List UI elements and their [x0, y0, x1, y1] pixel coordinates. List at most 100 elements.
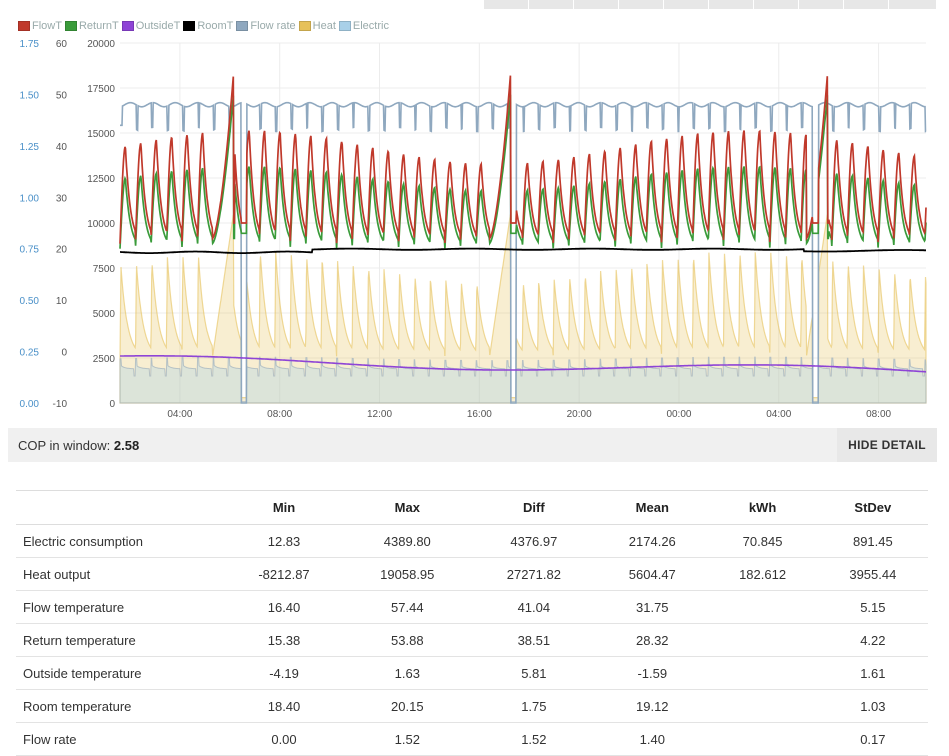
- table-row: Flow temperature 16.40 57.44 41.04 31.75 5.15: [16, 590, 928, 624]
- row-label: Heat output: [16, 557, 224, 591]
- toolbar-button[interactable]: [889, 0, 937, 9]
- header-diff: Diff: [470, 490, 598, 525]
- flow-rate-tick-label: 0.50: [20, 296, 40, 307]
- flow-rate-tick-label: 0.75: [20, 245, 40, 256]
- table-row: Heat output -8212.87 19058.95 27271.82 5604.…: [16, 557, 928, 591]
- toolbar-button[interactable]: [619, 0, 664, 9]
- series-flowt: [119, 75, 927, 244]
- cell-diff: 1.75: [470, 689, 598, 723]
- cell-mean: 5604.47: [597, 557, 708, 591]
- legend-item[interactable]: FlowT: [18, 20, 62, 32]
- cell-mean: 31.75: [597, 590, 708, 624]
- legend-item[interactable]: Flow rate: [236, 20, 296, 32]
- cell-kwh: [707, 590, 818, 624]
- power-tick-label: 12500: [87, 174, 115, 185]
- table-row: Return temperature 15.38 53.88 38.51 28.32 4.…: [16, 623, 928, 657]
- flow-rate-tick-label: 0.25: [20, 348, 40, 359]
- header-min: Min: [224, 490, 345, 525]
- legend-label: RoomT: [197, 20, 234, 32]
- power-tick-label: 2500: [93, 354, 116, 365]
- series-roomt: [120, 247, 926, 254]
- cell-mean: -1.59: [597, 656, 708, 690]
- top-toolbar: [0, 0, 949, 9]
- legend-label: Electric: [352, 20, 389, 32]
- cell-max: 53.88: [344, 623, 471, 657]
- cell-min: -8212.87: [224, 557, 345, 591]
- cell-max: 4389.80: [344, 524, 471, 558]
- temperature-tick-label: 10: [56, 296, 68, 307]
- power-tick-label: 10000: [87, 219, 115, 230]
- cell-min: 18.40: [224, 689, 345, 723]
- cell-diff: 41.04: [470, 590, 598, 624]
- cell-mean: 28.32: [597, 623, 708, 657]
- header-kwh: kWh: [707, 490, 818, 525]
- legend-item[interactable]: ReturnT: [64, 20, 119, 32]
- toolbar-button[interactable]: [844, 0, 889, 9]
- flow-rate-tick-label: 1.00: [20, 193, 40, 204]
- power-tick-label: 7500: [93, 264, 116, 275]
- toolbar-button[interactable]: [484, 0, 529, 9]
- cop-value: 2.58: [113, 438, 140, 453]
- toolbar-button[interactable]: [664, 0, 709, 9]
- legend-swatch: [298, 21, 311, 31]
- cop-window: COP in window: 2.58: [18, 438, 139, 453]
- cell-diff: 4376.97: [470, 524, 598, 558]
- cop-label: COP in window:: [18, 438, 111, 453]
- flow-rate-tick-label: 1.75: [20, 39, 40, 50]
- legend-item[interactable]: OutsideT: [121, 20, 180, 32]
- cell-stdev: 1.61: [817, 656, 928, 690]
- header-max: Max: [344, 490, 471, 525]
- flow-rate-tick-label: 0.00: [20, 399, 40, 410]
- flow-rate-tick-label: 1.25: [20, 142, 40, 153]
- legend-label: ReturnT: [78, 20, 119, 32]
- legend-item[interactable]: Electric: [338, 20, 389, 32]
- row-label: Room temperature: [16, 689, 224, 723]
- timeseries-chart[interactable]: 0.00 0.25 0.50 0.75 1.00 1.25 1.50 1.75 -10 0 10 20…: [8, 16, 937, 428]
- x-tick-label: 16:00: [467, 409, 492, 420]
- cell-mean: 1.40: [597, 722, 708, 756]
- toolbar-button[interactable]: [529, 0, 574, 9]
- toolbar-button[interactable]: [574, 0, 619, 9]
- cell-max: 19058.95: [344, 557, 471, 591]
- stats-header-row: Min Max Diff Mean kWh StDev: [16, 490, 928, 525]
- legend-swatch: [121, 21, 134, 31]
- cop-bar: COP in window: 2.58 HIDE DETAIL: [8, 428, 937, 462]
- legend-swatch: [183, 21, 196, 31]
- temperature-tick-label: 20: [56, 245, 68, 256]
- cell-stdev: 4.22: [817, 623, 928, 657]
- temperature-tick-label: 50: [56, 90, 68, 101]
- cell-max: 1.63: [344, 656, 471, 690]
- x-tick-label: 00:00: [666, 409, 691, 420]
- row-label: Outside temperature: [16, 656, 224, 690]
- cell-diff: 5.81: [470, 656, 598, 690]
- table-row: Flow rate 0.00 1.52 1.52 1.40 0.17: [16, 722, 928, 756]
- hide-detail-button[interactable]: HIDE DETAIL: [837, 428, 937, 462]
- cell-min: 16.40: [224, 590, 345, 624]
- cell-mean: 2174.26: [597, 524, 708, 558]
- temperature-tick-label: 0: [61, 348, 67, 359]
- cell-max: 20.15: [344, 689, 471, 723]
- power-tick-label: 20000: [87, 39, 115, 50]
- power-tick-label: 17500: [87, 84, 115, 95]
- cell-kwh: 70.845: [707, 524, 818, 558]
- cell-diff: 27271.82: [470, 557, 598, 591]
- cell-kwh: [707, 689, 818, 723]
- cell-stdev: 1.03: [817, 689, 928, 723]
- table-row: Outside temperature -4.19 1.63 5.81 -1.59 1.6…: [16, 656, 928, 690]
- row-label: Flow temperature: [16, 590, 224, 624]
- legend-item[interactable]: Heat: [298, 20, 336, 32]
- legend-label: Heat: [312, 20, 336, 32]
- series-electric: [119, 356, 927, 404]
- cell-max: 57.44: [344, 590, 471, 624]
- chart-area[interactable]: 0.00 0.25 0.50 0.75 1.00 1.25 1.50 1.75 -10 0 10 20…: [8, 16, 937, 428]
- stats-table: Min Max Diff Mean kWh StDev Electric con…: [16, 490, 928, 756]
- toolbar-button[interactable]: [754, 0, 799, 9]
- toolbar-button[interactable]: [799, 0, 844, 9]
- toolbar-button[interactable]: [709, 0, 754, 9]
- cell-min: 0.00: [224, 722, 345, 756]
- cell-kwh: 182.612: [707, 557, 818, 591]
- series-outsidet: [120, 355, 926, 373]
- legend-item[interactable]: RoomT: [183, 20, 233, 32]
- row-label: Flow rate: [16, 722, 224, 756]
- legend-label: FlowT: [32, 20, 62, 32]
